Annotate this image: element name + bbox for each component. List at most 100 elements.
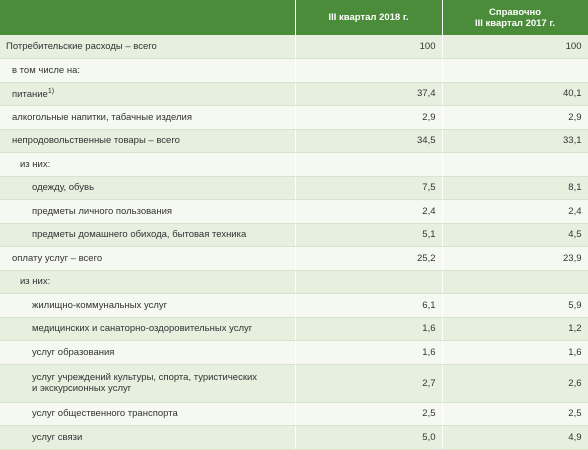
value-cell: 5,9 bbox=[442, 293, 588, 318]
cell-value: 5,1 bbox=[422, 229, 436, 241]
table-row: из них: bbox=[0, 270, 588, 294]
table-row: питание1) 37,4 40,1 bbox=[0, 82, 588, 106]
row-label: медицинских и санаторно-оздоровительных … bbox=[32, 323, 253, 335]
value-cell: 2,9 bbox=[295, 105, 443, 130]
label-cell: предметы домашнего обихода, бытовая техн… bbox=[0, 223, 296, 247]
header-cell: III квартал 2018 г. bbox=[295, 0, 443, 35]
value-cell: 1,2 bbox=[442, 317, 588, 341]
table-row: непродовольственные товары – всего 34,5 33… bbox=[0, 129, 588, 153]
table-body: Потребительские расходы – всего 100 100 в т… bbox=[0, 35, 588, 450]
value-cell: 2,7 bbox=[295, 364, 443, 403]
table-row: алкогольные напитки, табачные изделия 2,9… bbox=[0, 105, 588, 130]
cell-value: 1,6 bbox=[422, 346, 436, 358]
cell-value: 2,5 bbox=[568, 408, 582, 420]
label-cell: питание1) bbox=[0, 82, 296, 106]
cell-value: 34,5 bbox=[417, 135, 436, 147]
label-cell: Потребительские расходы – всего bbox=[0, 35, 296, 59]
value-cell: 4,9 bbox=[442, 425, 588, 450]
value-cell: 2,5 bbox=[442, 402, 588, 426]
table-row: услуг учреждений культуры, спорта, турис… bbox=[0, 364, 588, 403]
header-text: Справочно bbox=[488, 6, 542, 18]
cell-value: 37,4 bbox=[417, 88, 436, 100]
value-cell bbox=[442, 58, 588, 83]
cell-value: 25,2 bbox=[417, 252, 436, 264]
value-cell: 40,1 bbox=[442, 82, 588, 106]
row-label: из них: bbox=[20, 158, 51, 170]
value-cell: 6,1 bbox=[295, 293, 443, 318]
value-cell: 2,9 bbox=[442, 105, 588, 130]
cell-value: 5,9 bbox=[568, 299, 582, 311]
label-cell: жилищно-коммунальных услуг bbox=[0, 293, 296, 318]
row-label: из них: bbox=[20, 276, 51, 288]
header-row: III квартал 2018 г. Справочно III квартал… bbox=[0, 0, 588, 35]
row-label: Потребительские расходы – всего bbox=[6, 41, 157, 52]
cell-value: 2,7 bbox=[422, 377, 436, 389]
row-label: услуг общественного транспорта bbox=[32, 408, 178, 420]
row-label: услуг образования bbox=[32, 346, 115, 358]
header-cell bbox=[0, 0, 296, 35]
row-label: одежду, обувь bbox=[32, 182, 95, 194]
value-cell: 37,4 bbox=[295, 82, 443, 106]
row-label: услуг связи bbox=[32, 431, 83, 443]
cell-value: 1,6 bbox=[422, 323, 436, 335]
row-label: предметы домашнего обихода, бытовая техн… bbox=[32, 229, 247, 241]
value-cell: 7,5 bbox=[295, 176, 443, 200]
cell-value: 8,1 bbox=[568, 182, 582, 194]
table-row: медицинских и санаторно-оздоровительных … bbox=[0, 317, 588, 341]
value-cell bbox=[295, 152, 443, 177]
value-cell: 34,5 bbox=[295, 129, 443, 153]
value-cell bbox=[295, 58, 443, 83]
value-cell bbox=[442, 270, 588, 294]
label-cell: медицинских и санаторно-оздоровительных … bbox=[0, 317, 296, 341]
cell-value: 1,2 bbox=[568, 323, 582, 335]
table-row: в том числе на: bbox=[0, 58, 588, 83]
row-label: жилищно-коммунальных услуг bbox=[32, 299, 168, 311]
label-cell: предметы личного пользования bbox=[0, 199, 296, 224]
table-row: услуг образования 1,6 1,6 bbox=[0, 340, 588, 365]
row-label: и экскурсионных услуг bbox=[32, 383, 132, 394]
table-row: предметы домашнего обихода, бытовая техн… bbox=[0, 223, 588, 247]
value-cell: 8,1 bbox=[442, 176, 588, 200]
table-row: жилищно-коммунальных услуг 6,1 5,9 bbox=[0, 293, 588, 318]
cell-value: 2,9 bbox=[568, 111, 582, 123]
table-row: из них: bbox=[0, 152, 588, 177]
value-cell: 100 bbox=[295, 35, 443, 59]
cell-value: 1,6 bbox=[568, 346, 582, 358]
cell-value: 2,9 bbox=[422, 111, 436, 123]
value-cell: 100 bbox=[442, 35, 588, 59]
table-row: оплату услуг – всего 25,2 23,9 bbox=[0, 246, 588, 271]
table-row: Потребительские расходы – всего 100 100 bbox=[0, 35, 588, 59]
value-cell: 25,2 bbox=[295, 246, 443, 271]
table-row: предметы личного пользования 2,4 2,4 bbox=[0, 199, 588, 224]
value-cell bbox=[295, 270, 443, 294]
cell-value: 2,4 bbox=[568, 205, 582, 217]
table-row: одежду, обувь 7,5 8,1 bbox=[0, 176, 588, 200]
value-cell: 2,4 bbox=[295, 199, 443, 224]
header-cell: Справочно III квартал 2017 г. bbox=[442, 0, 588, 35]
value-cell: 23,9 bbox=[442, 246, 588, 271]
value-cell: 33,1 bbox=[442, 129, 588, 153]
header-text: III квартал 2017 г. bbox=[474, 17, 556, 29]
cell-value: 5,0 bbox=[422, 431, 436, 443]
cell-value: 6,1 bbox=[422, 299, 436, 311]
table-row: услуг общественного транспорта 2,5 2,5 bbox=[0, 402, 588, 426]
value-cell: 1,6 bbox=[295, 340, 443, 365]
value-cell: 5,0 bbox=[295, 425, 443, 450]
cell-value: 4,9 bbox=[568, 431, 582, 443]
label-cell: услуг учреждений культуры, спорта, турис… bbox=[0, 364, 296, 403]
value-cell: 4,5 bbox=[442, 223, 588, 247]
row-label: услуг учреждений культуры, спорта, турис… bbox=[32, 372, 258, 383]
cell-value: 7,5 bbox=[422, 182, 436, 194]
row-label: питание bbox=[12, 88, 48, 100]
label-cell: услуг общественного транспорта bbox=[0, 402, 296, 426]
cell-value: 40,1 bbox=[563, 88, 582, 100]
label-cell: одежду, обувь bbox=[0, 176, 296, 200]
cell-value: 33,1 bbox=[563, 135, 582, 147]
cell-value: 100 bbox=[419, 41, 436, 52]
label-cell: в том числе на: bbox=[0, 58, 296, 83]
row-label: оплату услуг – всего bbox=[12, 252, 103, 264]
label-cell: из них: bbox=[0, 152, 296, 177]
table-row: услуг связи 5,0 4,9 bbox=[0, 425, 588, 450]
